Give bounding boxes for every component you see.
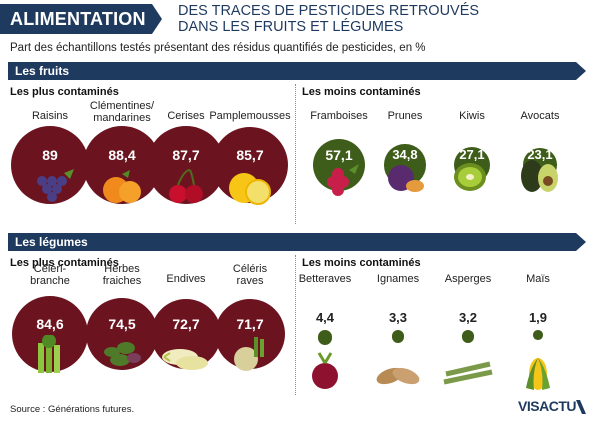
category-label: Herbes fraiches (102, 263, 142, 287)
beet-icon (312, 352, 338, 389)
value-dot (391, 330, 405, 343)
value-label: 87,7 (172, 146, 200, 163)
celery-icon (38, 334, 60, 373)
value-label: 74,5 (108, 315, 136, 332)
category-label: Pamplemousses (209, 110, 291, 122)
value-label: 34,8 (392, 147, 418, 163)
category-label: Betteraves (298, 273, 352, 285)
value-label: 57,1 (325, 146, 353, 163)
title-line-2: DANS LES FRUITS ET LÉGUMES (178, 19, 404, 35)
value-label: 71,7 (236, 315, 264, 332)
fruits-least-label: Les moins contaminés (302, 86, 421, 98)
kiwi-icon (454, 163, 486, 192)
value-dot (317, 330, 333, 345)
celeriac-icon (234, 337, 264, 372)
value-dot (533, 330, 543, 340)
divider-legumes (295, 255, 296, 395)
section-legumes: Les légumes (8, 233, 586, 251)
value-label: 3,2 (458, 310, 478, 325)
logo-mark-icon (576, 400, 586, 414)
category-label: Ignames (376, 273, 420, 285)
value-label: 27,1 (459, 147, 485, 163)
endive-icon (162, 349, 208, 371)
herbs-icon (104, 341, 141, 366)
section-fruits: Les fruits (8, 62, 586, 80)
grapes-icon (37, 168, 74, 202)
category-label: Framboises (310, 110, 368, 122)
value-bubble: 84,6 (11, 295, 89, 373)
avocado-icon (521, 160, 558, 193)
value-label: 85,7 (236, 146, 264, 163)
value-label: 3,3 (388, 310, 408, 325)
value-label: 89 (42, 146, 58, 163)
category-label: Avocats (520, 110, 560, 122)
value-label: 1,9 (528, 310, 548, 325)
fruits-most-label: Les plus contaminés (10, 86, 119, 98)
category-label: Clémentines/mandarines (89, 100, 155, 124)
legumes-least-label: Les moins contaminés (302, 257, 421, 269)
category-label: Endives (166, 273, 206, 285)
page-subtitle: Part des échantillons testés présentant … (10, 42, 426, 54)
category-label: Raisins (31, 110, 69, 122)
yam-icon (376, 367, 420, 385)
category-label: Kiwis (459, 110, 485, 122)
category-tag: ALIMENTATION (0, 4, 162, 34)
category-label: Cerises (167, 110, 205, 122)
value-label: 84,6 (36, 315, 64, 332)
corn-icon (526, 358, 550, 390)
grapefruit-icon (229, 173, 271, 206)
category-label: Prunes (387, 110, 423, 122)
category-label: Asperges (444, 273, 492, 285)
value-dot (461, 330, 475, 343)
cherries-icon (169, 169, 203, 204)
title-line-1: DES TRACES DE PESTICIDES RETROUVÉS (178, 3, 480, 19)
raspberry-icon (327, 163, 359, 196)
value-label: 23,1 (527, 147, 553, 163)
page-title: DES TRACES DE PESTICIDES RETROUVÉS DANS … (178, 3, 479, 35)
legumes-most-label: Les plus contaminés (10, 257, 119, 269)
divider-fruits (295, 84, 296, 224)
plum-icon (388, 165, 424, 193)
value-label: 88,4 (108, 146, 136, 163)
category-label: Maïs (526, 273, 550, 285)
value-label: 72,7 (172, 315, 200, 332)
category-label: Céléris raves (232, 263, 268, 287)
value-label: 4,4 (315, 310, 335, 325)
category-label: Céléri-branche (30, 263, 70, 287)
asparagus-icon (443, 361, 493, 385)
orange-icon (103, 170, 141, 204)
brand-logo: VISACTU (518, 398, 576, 414)
source-note: Source : Générations futures. (10, 404, 135, 415)
